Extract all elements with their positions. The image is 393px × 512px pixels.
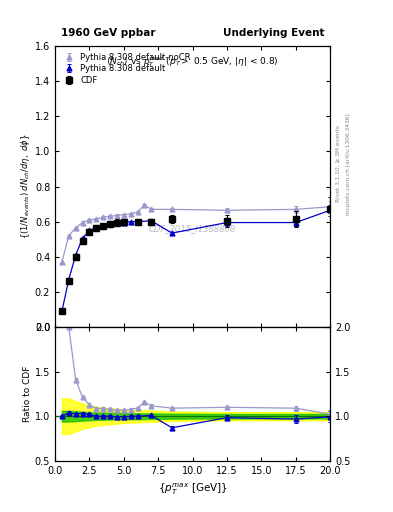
Y-axis label: $\{(1/N_{events})\ dN_{ch}/d\eta,\ d\phi\}$: $\{(1/N_{events})\ dN_{ch}/d\eta,\ d\phi…	[19, 134, 32, 239]
X-axis label: $\{p_T^{max}$ [GeV]$\}$: $\{p_T^{max}$ [GeV]$\}$	[158, 481, 228, 497]
Legend: Pythia 8.308 default-noCR, Pythia 8.308 default, CDF: Pythia 8.308 default-noCR, Pythia 8.308 …	[58, 50, 194, 88]
Text: 1960 GeV ppbar: 1960 GeV ppbar	[61, 28, 155, 38]
Y-axis label: Ratio to CDF: Ratio to CDF	[23, 366, 32, 422]
Text: CDF_2015_I1388868: CDF_2015_I1388868	[149, 224, 236, 233]
Text: Rivet 3.1.10, ≥ 3M events: Rivet 3.1.10, ≥ 3M events	[336, 125, 341, 202]
Text: mcplots.cern.ch [arXiv:1306.3436]: mcplots.cern.ch [arXiv:1306.3436]	[346, 113, 351, 215]
Text: $\langle N_{ch}\rangle$ vs $p_T^{lead}$ ($p_T >$ 0.5 GeV, $|\eta|$ < 0.8): $\langle N_{ch}\rangle$ vs $p_T^{lead}$ …	[106, 54, 279, 70]
Text: Underlying Event: Underlying Event	[223, 28, 325, 38]
